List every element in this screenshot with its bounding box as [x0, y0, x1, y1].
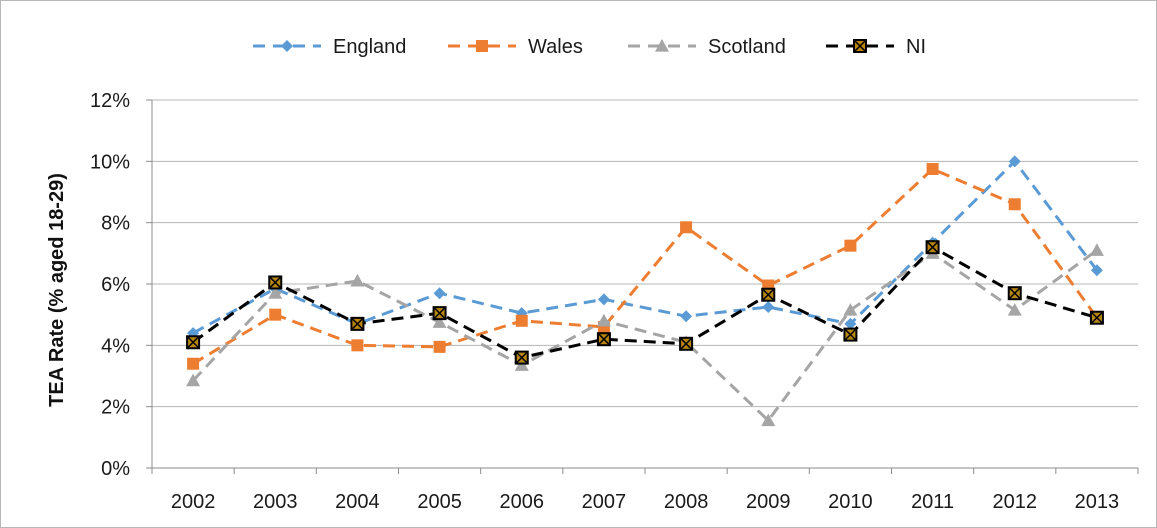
y-tick-label: 8%: [101, 213, 130, 235]
data-point: [1089, 310, 1104, 325]
legend: England Wales Scotland NI: [253, 36, 926, 58]
data-point: [680, 221, 693, 234]
data-point: [187, 357, 200, 370]
series-line: [191, 249, 1098, 423]
data-point: [761, 413, 776, 427]
series-line: [192, 167, 1099, 366]
data-point: [186, 335, 201, 350]
x-tick-label: 2007: [582, 491, 627, 513]
x-tick-label: 2002: [171, 491, 216, 513]
legend-marker: [476, 40, 488, 52]
x-tick-label: 2003: [253, 491, 298, 513]
y-axis-label: TEA Rate (% aged 18-29): [46, 173, 68, 407]
legend-entry: Wales: [448, 36, 583, 58]
data-point: [1007, 286, 1022, 301]
y-tick-label: 4%: [101, 335, 130, 357]
y-tick-label: 12%: [90, 90, 130, 112]
x-tick-label: 2006: [500, 491, 545, 513]
data-point: [761, 287, 776, 302]
x-tick-label: 2008: [664, 491, 709, 513]
data-point: [762, 301, 775, 313]
data-point: [596, 313, 611, 327]
series-ni: [186, 240, 1104, 365]
legend-marker: [281, 40, 293, 52]
x-tick-label: 2010: [828, 491, 873, 513]
data-point: [432, 315, 447, 328]
x-tick-label: 2013: [1075, 491, 1120, 513]
data-point: [1090, 264, 1103, 277]
data-point: [844, 317, 857, 330]
legend-marker: [853, 39, 867, 53]
data-point: [844, 239, 857, 252]
data-point: [1007, 303, 1022, 316]
y-tick-label: 2%: [101, 397, 130, 419]
data-point: [515, 314, 528, 327]
x-axis: 2002 2003 2004 2005 2006 2007 2008 2009 2010 2011…: [151, 467, 1139, 513]
legend-entry: Scotland: [628, 36, 786, 58]
data-point: [679, 336, 694, 351]
legend-marker: [655, 39, 669, 52]
series-scotland: [186, 243, 1104, 427]
data-point: [433, 287, 446, 300]
data-point: [596, 332, 611, 347]
data-point: [926, 163, 939, 175]
gridlines: [152, 99, 1138, 408]
x-tick-label: 2004: [335, 491, 380, 513]
legend-entry: NI: [826, 36, 926, 58]
x-tick-label: 2005: [417, 491, 462, 513]
legend-entry: England: [253, 36, 406, 58]
series-line: [192, 159, 1099, 335]
data-point: [351, 339, 364, 352]
data-point: [514, 350, 529, 365]
y-tick-label: 6%: [101, 274, 130, 296]
legend-label: NI: [906, 36, 926, 58]
data-point: [350, 273, 365, 287]
legend-label: Scotland: [708, 36, 786, 58]
data-point: [1008, 198, 1021, 211]
x-tick-label: 2009: [746, 491, 791, 513]
series-line: [192, 245, 1098, 360]
y-axis: 0% 2% 4% 6% 8% 10% 12%: [90, 90, 153, 480]
data-point: [843, 303, 858, 316]
data-point: [432, 306, 447, 321]
series-layer: [186, 155, 1104, 427]
data-point: [680, 310, 693, 323]
x-tick-label: 2012: [993, 491, 1038, 513]
data-point: [433, 340, 446, 353]
data-point: [268, 286, 283, 299]
y-tick-label: 10%: [90, 151, 130, 173]
data-point: [1008, 155, 1021, 168]
data-point: [1089, 243, 1104, 256]
y-tick-label: 0%: [101, 458, 130, 480]
data-point: [843, 327, 858, 342]
data-point: [350, 316, 365, 331]
legend-label: England: [333, 36, 406, 58]
x-tick-label: 2011: [911, 491, 954, 513]
data-point: [597, 293, 610, 306]
data-point: [269, 308, 282, 321]
legend-label: Wales: [528, 36, 583, 58]
data-point: [268, 275, 283, 290]
data-point: [186, 373, 201, 387]
data-point: [925, 240, 940, 255]
